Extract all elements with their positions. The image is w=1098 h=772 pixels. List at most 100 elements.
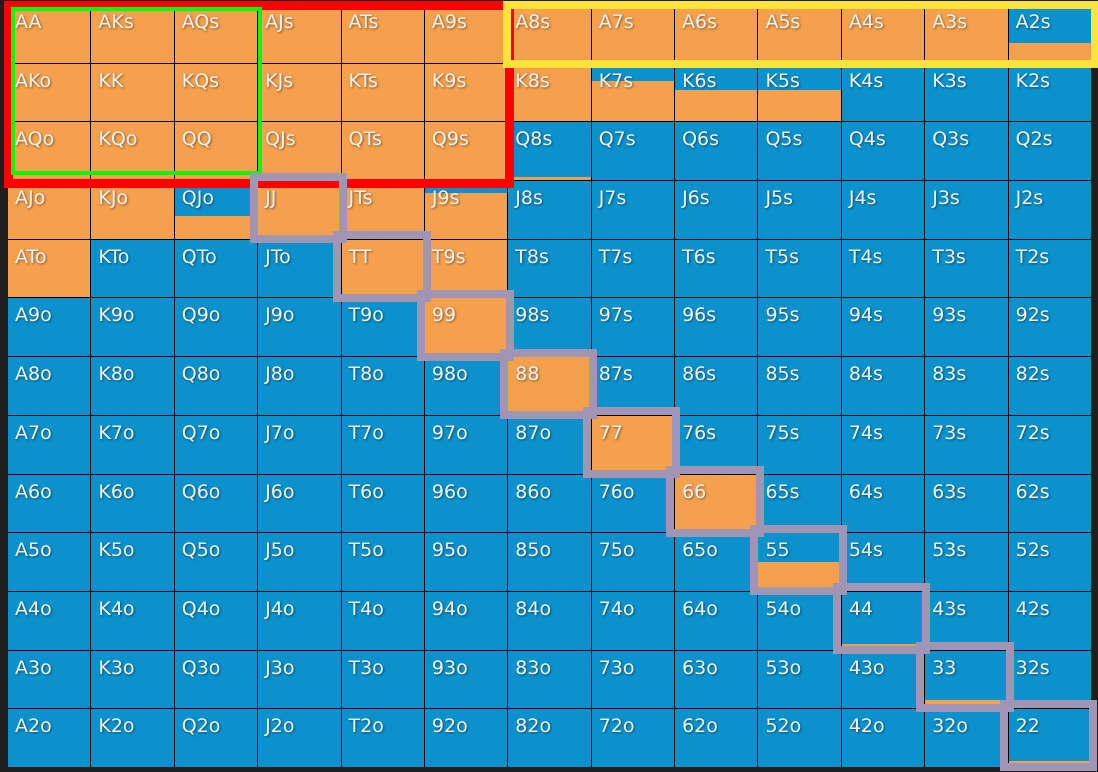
hand-cell-53o[interactable]: 53o (758, 650, 841, 709)
hand-cell-J3o[interactable]: J3o (258, 650, 341, 709)
hand-cell-J6o[interactable]: J6o (258, 474, 341, 533)
hand-cell-T9s[interactable]: T9s (424, 239, 508, 298)
hand-cell-TT[interactable]: TT (341, 239, 424, 298)
hand-cell-62s[interactable]: 62s (1008, 474, 1091, 533)
hand-cell-AQs[interactable]: AQs (174, 5, 258, 63)
hand-cell-AKo[interactable]: AKo (8, 63, 91, 122)
hand-cell-T8s[interactable]: T8s (508, 239, 591, 298)
hand-cell-QQ[interactable]: QQ (174, 122, 258, 181)
hand-cell-98s[interactable]: 98s (508, 298, 591, 357)
hand-cell-KQo[interactable]: KQo (91, 122, 174, 181)
hand-cell-A7o[interactable]: A7o (8, 415, 91, 474)
hand-cell-72o[interactable]: 72o (591, 709, 675, 767)
hand-cell-64s[interactable]: 64s (841, 474, 925, 533)
hand-cell-Q4o[interactable]: Q4o (174, 591, 258, 650)
hand-cell-Q8s[interactable]: Q8s (508, 122, 591, 181)
hand-cell-T7s[interactable]: T7s (591, 239, 675, 298)
hand-cell-J9s[interactable]: J9s (424, 181, 508, 239)
hand-cell-32o[interactable]: 32o (925, 709, 1008, 767)
hand-cell-ATo[interactable]: ATo (8, 239, 91, 298)
hand-cell-93o[interactable]: 93o (424, 650, 508, 709)
hand-cell-43o[interactable]: 43o (841, 650, 925, 709)
hand-cell-82s[interactable]: 82s (1008, 357, 1091, 415)
hand-cell-QTo[interactable]: QTo (174, 239, 258, 298)
hand-cell-T3s[interactable]: T3s (925, 239, 1008, 298)
hand-cell-22[interactable]: 22 (1008, 709, 1091, 767)
hand-cell-A3o[interactable]: A3o (8, 650, 91, 709)
hand-cell-J4o[interactable]: J4o (258, 591, 341, 650)
hand-cell-K8s[interactable]: K8s (508, 63, 591, 122)
hand-cell-83o[interactable]: 83o (508, 650, 591, 709)
hand-cell-K2o[interactable]: K2o (91, 709, 174, 767)
hand-cell-84o[interactable]: 84o (508, 591, 591, 650)
hand-cell-32s[interactable]: 32s (1008, 650, 1091, 709)
hand-cell-J2o[interactable]: J2o (258, 709, 341, 767)
hand-cell-JTo[interactable]: JTo (258, 239, 341, 298)
hand-cell-Q2o[interactable]: Q2o (174, 709, 258, 767)
hand-cell-65o[interactable]: 65o (675, 533, 758, 591)
hand-cell-K2s[interactable]: K2s (1008, 63, 1091, 122)
hand-cell-65s[interactable]: 65s (758, 474, 841, 533)
hand-cell-K9o[interactable]: K9o (91, 298, 174, 357)
hand-cell-J5s[interactable]: J5s (758, 181, 841, 239)
hand-cell-KTo[interactable]: KTo (91, 239, 174, 298)
hand-cell-KJo[interactable]: KJo (91, 181, 174, 239)
hand-cell-A2s[interactable]: A2s (1008, 5, 1091, 63)
hand-cell-T3o[interactable]: T3o (341, 650, 424, 709)
hand-cell-AJs[interactable]: AJs (258, 5, 341, 63)
hand-cell-J5o[interactable]: J5o (258, 533, 341, 591)
hand-cell-42s[interactable]: 42s (1008, 591, 1091, 650)
hand-cell-Q6o[interactable]: Q6o (174, 474, 258, 533)
hand-cell-86s[interactable]: 86s (675, 357, 758, 415)
hand-cell-92s[interactable]: 92s (1008, 298, 1091, 357)
hand-cell-QJo[interactable]: QJo (174, 181, 258, 239)
hand-cell-Q7s[interactable]: Q7s (591, 122, 675, 181)
hand-cell-K6s[interactable]: K6s (675, 63, 758, 122)
hand-cell-52s[interactable]: 52s (1008, 533, 1091, 591)
hand-cell-A5s[interactable]: A5s (758, 5, 841, 63)
hand-cell-A8o[interactable]: A8o (8, 357, 91, 415)
hand-cell-77[interactable]: 77 (591, 415, 675, 474)
hand-cell-T5s[interactable]: T5s (758, 239, 841, 298)
hand-cell-K4s[interactable]: K4s (841, 63, 925, 122)
hand-cell-J2s[interactable]: J2s (1008, 181, 1091, 239)
hand-cell-87o[interactable]: 87o (508, 415, 591, 474)
hand-cell-T7o[interactable]: T7o (341, 415, 424, 474)
hand-cell-62o[interactable]: 62o (675, 709, 758, 767)
hand-cell-72s[interactable]: 72s (1008, 415, 1091, 474)
hand-cell-K7o[interactable]: K7o (91, 415, 174, 474)
hand-cell-T4o[interactable]: T4o (341, 591, 424, 650)
hand-cell-92o[interactable]: 92o (424, 709, 508, 767)
hand-cell-Q9o[interactable]: Q9o (174, 298, 258, 357)
hand-cell-AJo[interactable]: AJo (8, 181, 91, 239)
hand-cell-73s[interactable]: 73s (925, 415, 1008, 474)
hand-cell-53s[interactable]: 53s (925, 533, 1008, 591)
hand-cell-96o[interactable]: 96o (424, 474, 508, 533)
hand-cell-T5o[interactable]: T5o (341, 533, 424, 591)
hand-cell-QJs[interactable]: QJs (258, 122, 341, 181)
hand-cell-Q2s[interactable]: Q2s (1008, 122, 1091, 181)
hand-cell-75o[interactable]: 75o (591, 533, 675, 591)
hand-cell-A2o[interactable]: A2o (8, 709, 91, 767)
hand-cell-K8o[interactable]: K8o (91, 357, 174, 415)
hand-cell-A6o[interactable]: A6o (8, 474, 91, 533)
hand-cell-54o[interactable]: 54o (758, 591, 841, 650)
hand-cell-93s[interactable]: 93s (925, 298, 1008, 357)
hand-cell-97s[interactable]: 97s (591, 298, 675, 357)
hand-cell-95s[interactable]: 95s (758, 298, 841, 357)
hand-cell-T2s[interactable]: T2s (1008, 239, 1091, 298)
hand-cell-Q6s[interactable]: Q6s (675, 122, 758, 181)
hand-cell-Q5s[interactable]: Q5s (758, 122, 841, 181)
hand-cell-K3s[interactable]: K3s (925, 63, 1008, 122)
hand-cell-K6o[interactable]: K6o (91, 474, 174, 533)
hand-cell-K7s[interactable]: K7s (591, 63, 675, 122)
hand-cell-J8o[interactable]: J8o (258, 357, 341, 415)
hand-cell-Q3o[interactable]: Q3o (174, 650, 258, 709)
hand-cell-Q4s[interactable]: Q4s (841, 122, 925, 181)
hand-cell-85s[interactable]: 85s (758, 357, 841, 415)
hand-cell-83s[interactable]: 83s (925, 357, 1008, 415)
hand-cell-K3o[interactable]: K3o (91, 650, 174, 709)
hand-cell-QTs[interactable]: QTs (341, 122, 424, 181)
hand-cell-66[interactable]: 66 (675, 474, 758, 533)
hand-cell-86o[interactable]: 86o (508, 474, 591, 533)
